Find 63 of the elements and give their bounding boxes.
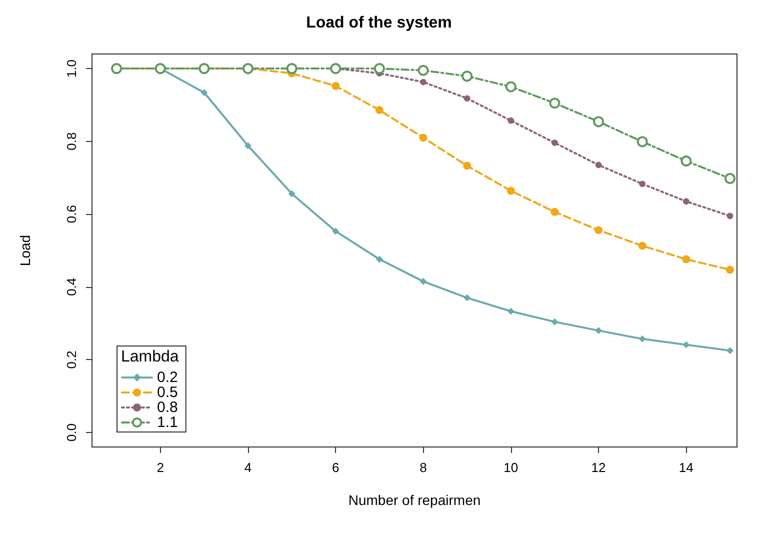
x-tick-label: 14 bbox=[678, 460, 694, 475]
point bbox=[244, 142, 252, 150]
point bbox=[595, 327, 602, 334]
legend-label: 0.2 bbox=[157, 369, 178, 386]
legend-title: Lambda bbox=[121, 348, 179, 366]
point bbox=[507, 308, 514, 315]
point bbox=[636, 136, 648, 148]
y-tick-label: 0.6 bbox=[64, 205, 79, 224]
point bbox=[505, 81, 516, 92]
point bbox=[200, 89, 208, 96]
point bbox=[682, 255, 690, 264]
point bbox=[288, 190, 296, 198]
point bbox=[595, 162, 602, 168]
point bbox=[549, 98, 560, 109]
point bbox=[332, 228, 340, 235]
point bbox=[638, 242, 646, 250]
point bbox=[506, 186, 515, 195]
y-tick-label: 0.2 bbox=[64, 350, 79, 369]
point bbox=[463, 162, 472, 170]
point bbox=[726, 212, 734, 220]
point bbox=[286, 63, 298, 74]
point bbox=[376, 256, 383, 263]
point bbox=[593, 116, 604, 128]
y-tick-label: 0.0 bbox=[64, 423, 79, 442]
point bbox=[508, 117, 514, 124]
x-tick-label: 12 bbox=[591, 460, 606, 475]
point bbox=[680, 155, 692, 166]
point bbox=[551, 318, 558, 326]
point bbox=[330, 63, 342, 74]
x-tick-label: 4 bbox=[244, 460, 252, 475]
point bbox=[420, 78, 426, 86]
y-tick-label: 1.0 bbox=[64, 60, 79, 78]
point bbox=[726, 266, 734, 274]
point bbox=[418, 64, 429, 76]
x-axis-title: Number of repairmen bbox=[348, 492, 481, 508]
point bbox=[419, 134, 428, 142]
point bbox=[464, 95, 470, 102]
legend-label: 0.5 bbox=[157, 384, 178, 401]
y-tick-label: 0.8 bbox=[64, 132, 79, 150]
point bbox=[420, 278, 427, 285]
x-tick-label: 10 bbox=[504, 460, 518, 475]
y-tick-label: 0.4 bbox=[64, 278, 79, 296]
y-axis-title: Load bbox=[17, 234, 33, 266]
point bbox=[682, 341, 690, 348]
point bbox=[724, 172, 736, 184]
point bbox=[639, 180, 646, 188]
point bbox=[726, 347, 734, 354]
legend-label: 0.8 bbox=[157, 399, 178, 416]
x-tick-label: 6 bbox=[332, 460, 340, 475]
chart-title: Load of the system bbox=[306, 14, 452, 32]
point bbox=[682, 198, 690, 205]
x-tick-label: 8 bbox=[420, 460, 427, 475]
point bbox=[464, 294, 471, 302]
point bbox=[638, 335, 646, 342]
x-tick-label: 2 bbox=[156, 460, 164, 475]
point bbox=[550, 208, 559, 216]
point bbox=[552, 140, 558, 146]
point bbox=[374, 63, 385, 74]
point bbox=[462, 70, 473, 82]
legend-label: 1.1 bbox=[157, 414, 178, 431]
point bbox=[594, 226, 603, 234]
point bbox=[332, 82, 340, 90]
point bbox=[375, 106, 384, 114]
